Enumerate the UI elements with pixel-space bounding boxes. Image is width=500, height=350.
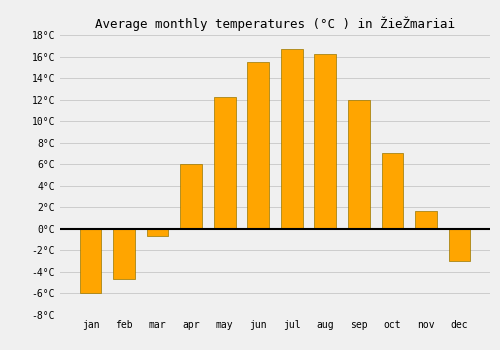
Bar: [180, 164, 202, 229]
Bar: [214, 97, 236, 229]
Bar: [415, 211, 437, 229]
Bar: [281, 49, 302, 229]
Bar: [382, 153, 404, 229]
Bar: [113, 229, 135, 279]
Bar: [348, 100, 370, 229]
Title: Average monthly temperatures (°C ) in ŽieŽmariai: Average monthly temperatures (°C ) in Ži…: [95, 16, 455, 31]
Bar: [248, 62, 269, 229]
Bar: [314, 54, 336, 229]
Bar: [448, 229, 470, 261]
Bar: [80, 229, 102, 293]
Bar: [146, 229, 169, 236]
